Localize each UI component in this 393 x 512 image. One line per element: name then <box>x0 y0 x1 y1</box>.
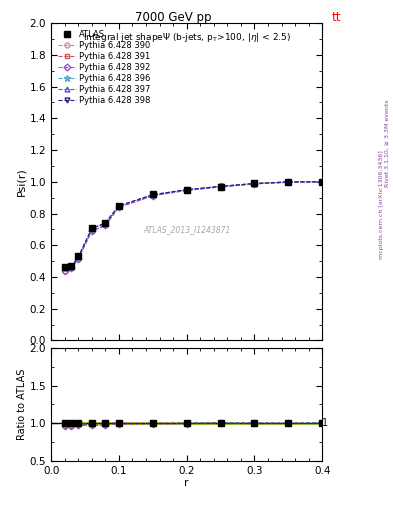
Text: 7000 GeV pp: 7000 GeV pp <box>135 11 211 24</box>
Y-axis label: Psi(r): Psi(r) <box>17 167 27 196</box>
Text: Integral jet shape$\Psi$ (b-jets, p$_{\rm T}$>100, |$\eta$| < 2.5): Integral jet shape$\Psi$ (b-jets, p$_{\r… <box>83 31 291 44</box>
Text: tt: tt <box>331 11 341 24</box>
Text: 1: 1 <box>322 418 329 428</box>
Text: mcplots.cern.ch [arXiv:1306.3436]: mcplots.cern.ch [arXiv:1306.3436] <box>379 151 384 259</box>
Text: Rivet 3.1.10, ≥ 3.3M events: Rivet 3.1.10, ≥ 3.3M events <box>385 99 389 187</box>
Text: ATLAS_2013_I1243871: ATLAS_2013_I1243871 <box>143 225 230 234</box>
Y-axis label: Ratio to ATLAS: Ratio to ATLAS <box>17 369 27 440</box>
X-axis label: r: r <box>184 478 189 488</box>
Legend: ATLAS, Pythia 6.428 390, Pythia 6.428 391, Pythia 6.428 392, Pythia 6.428 396, P: ATLAS, Pythia 6.428 390, Pythia 6.428 39… <box>55 27 153 108</box>
